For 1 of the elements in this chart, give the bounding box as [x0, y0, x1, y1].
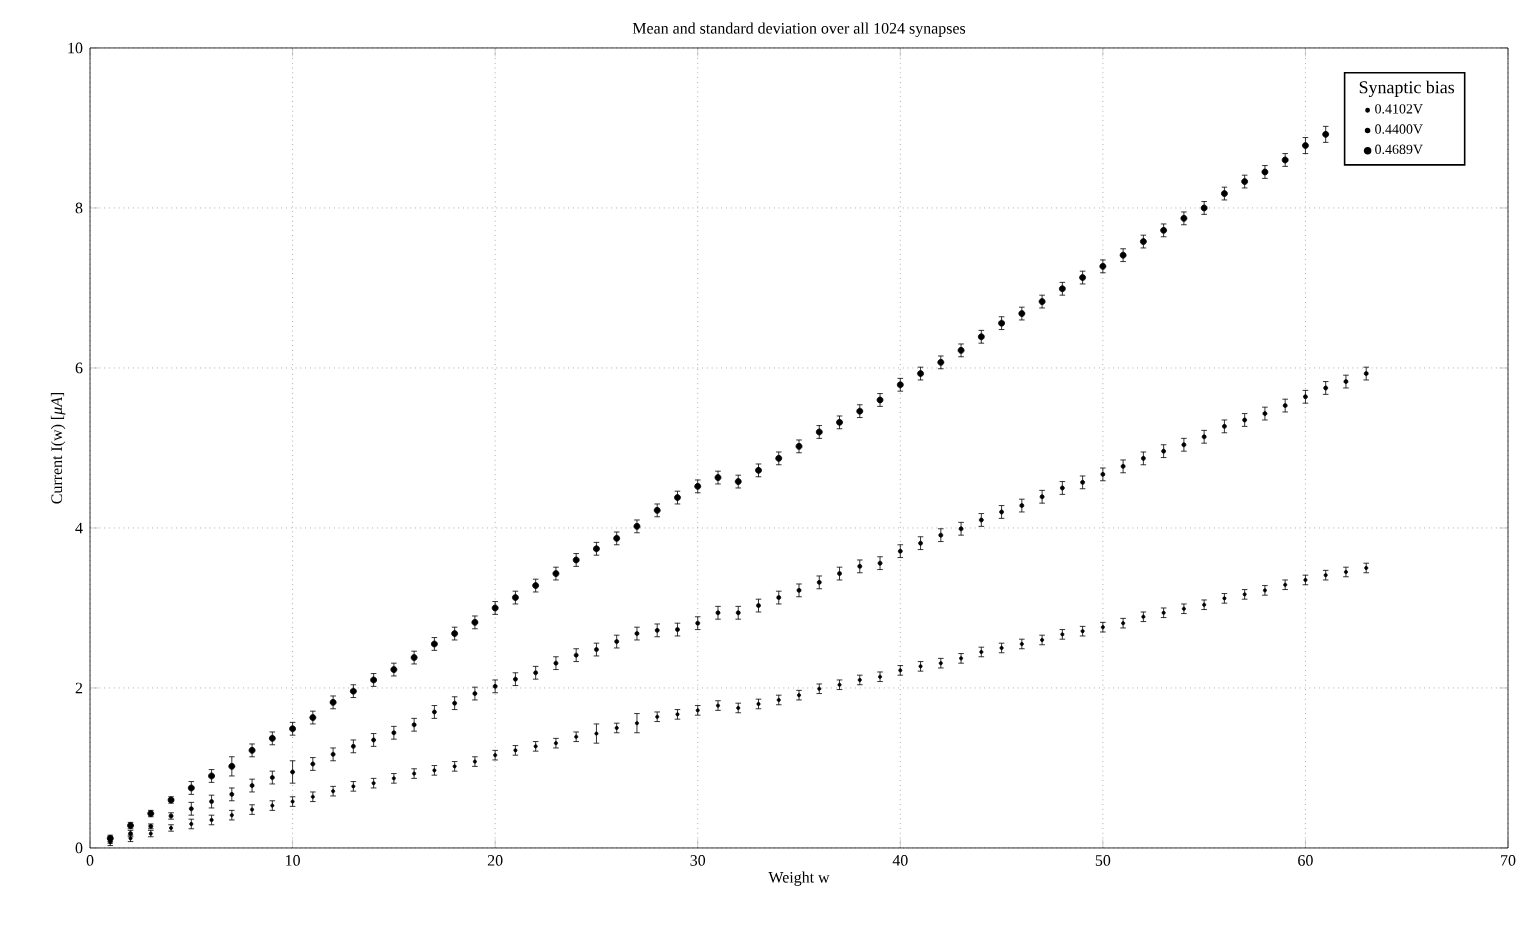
legend-title: Synaptic bias [1359, 80, 1455, 98]
